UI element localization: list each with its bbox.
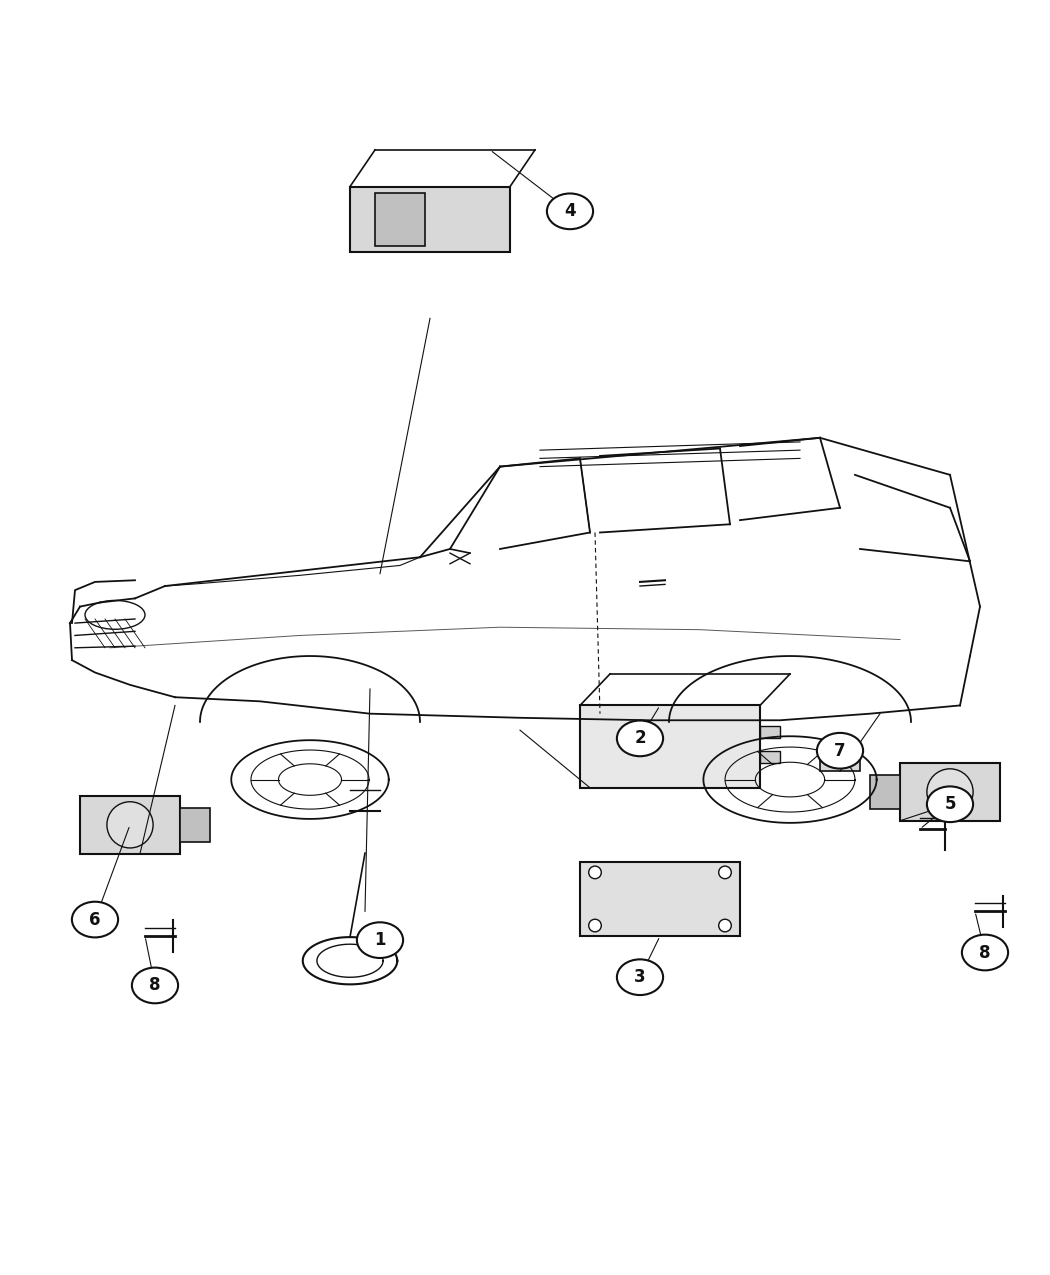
Text: 3: 3 [634, 968, 646, 986]
Bar [580, 862, 740, 936]
Bar [760, 725, 780, 738]
Bar [180, 807, 210, 843]
Text: 6: 6 [89, 910, 101, 928]
Bar [900, 764, 1000, 821]
Bar [820, 747, 860, 771]
Bar [80, 796, 180, 854]
Circle shape [832, 751, 848, 768]
Ellipse shape [71, 901, 118, 937]
Text: 8: 8 [149, 977, 161, 994]
Bar [870, 775, 900, 810]
Ellipse shape [817, 733, 863, 769]
Ellipse shape [547, 194, 593, 229]
Circle shape [107, 802, 153, 848]
Circle shape [718, 866, 731, 878]
Bar [580, 705, 760, 788]
Text: 5: 5 [944, 796, 956, 813]
Ellipse shape [617, 959, 664, 994]
Ellipse shape [617, 720, 664, 756]
Ellipse shape [962, 935, 1008, 970]
Ellipse shape [927, 787, 973, 822]
Bar [350, 186, 510, 252]
Circle shape [589, 866, 602, 878]
Text: 7: 7 [834, 742, 846, 760]
Circle shape [927, 769, 973, 815]
Ellipse shape [357, 922, 403, 958]
Ellipse shape [132, 968, 179, 1003]
Bar [760, 751, 780, 764]
Text: 2: 2 [634, 729, 646, 747]
Circle shape [718, 919, 731, 932]
Text: 1: 1 [374, 931, 385, 949]
Text: 8: 8 [980, 944, 991, 961]
Circle shape [589, 919, 602, 932]
Text: 4: 4 [564, 203, 575, 221]
Bar [375, 194, 425, 246]
